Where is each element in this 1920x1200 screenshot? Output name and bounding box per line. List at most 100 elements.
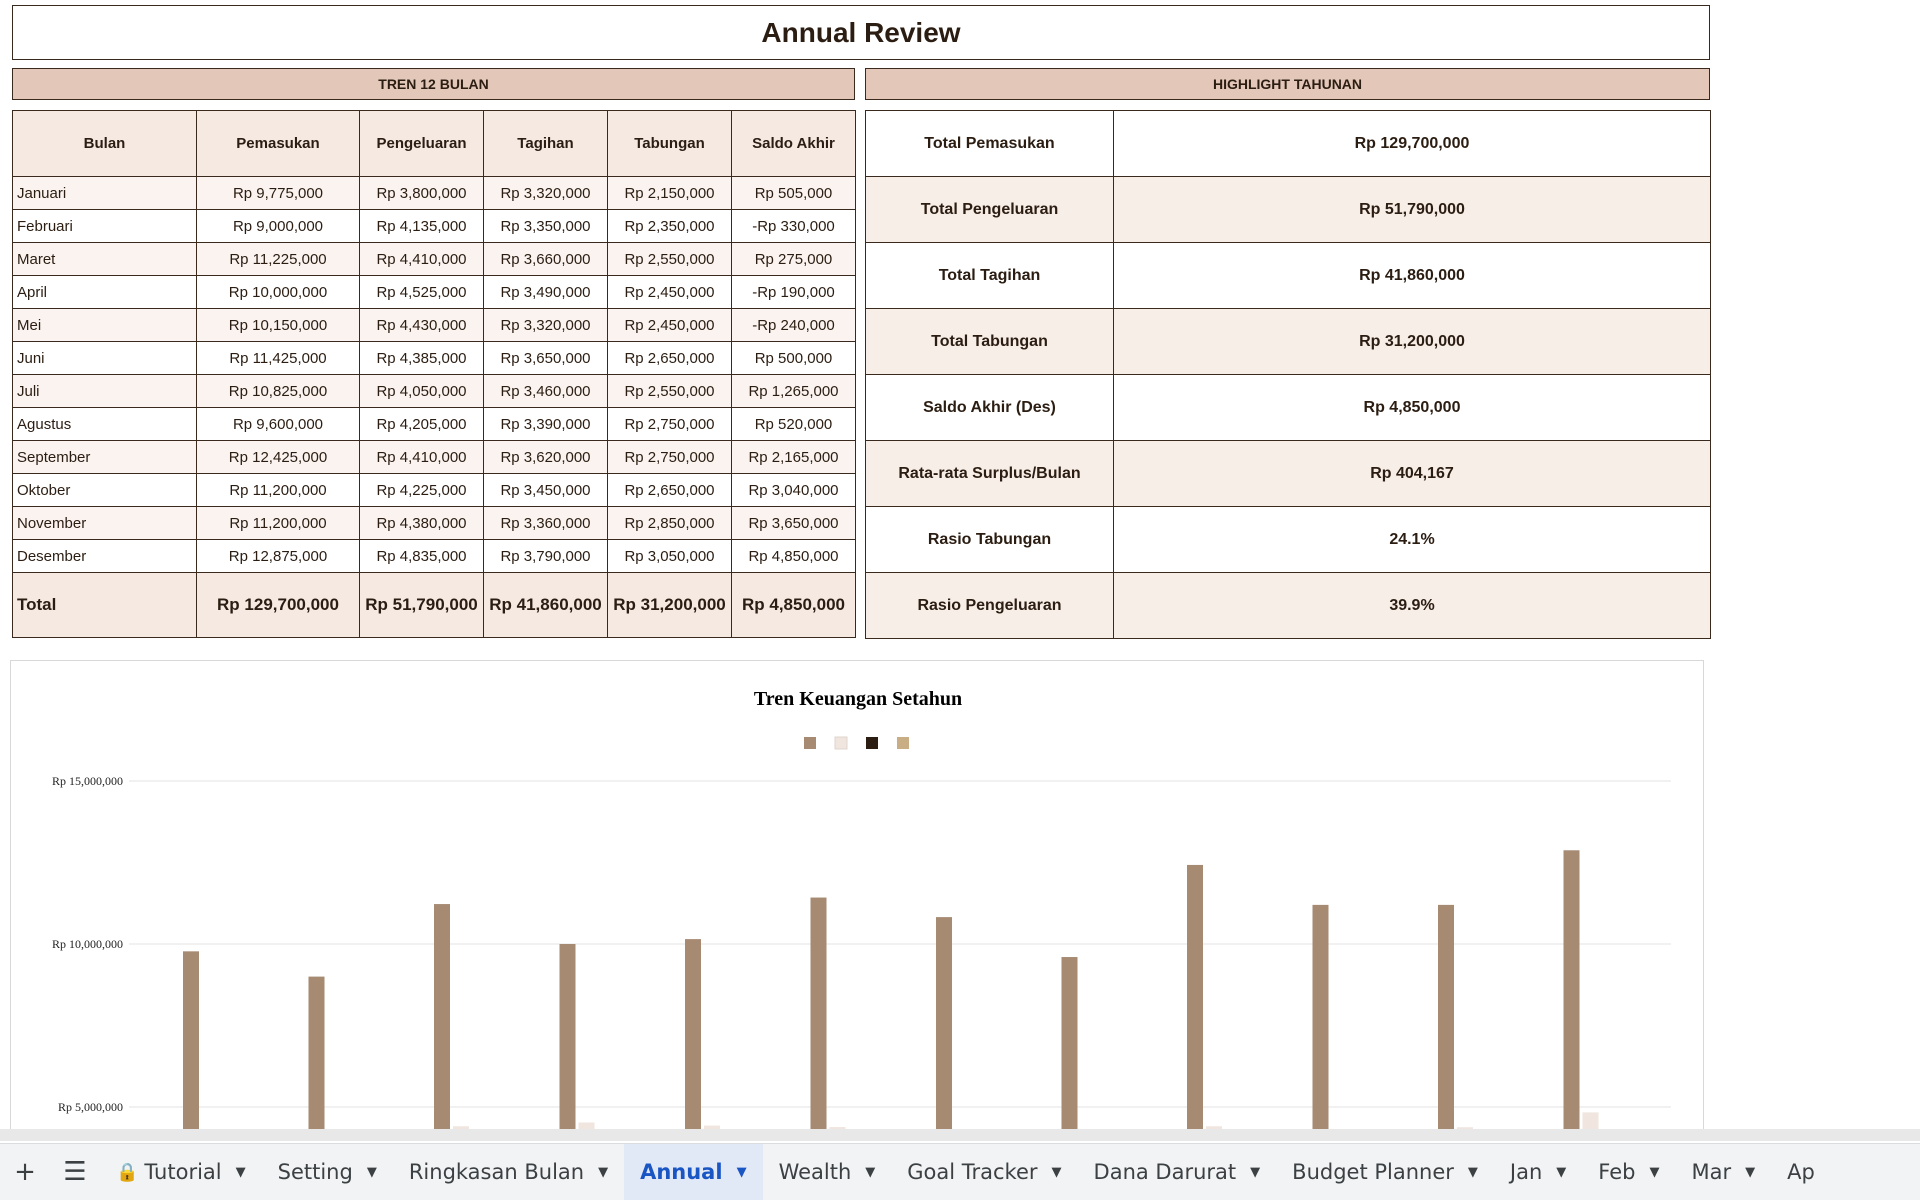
- bar-september-s0[interactable]: [1187, 864, 1203, 1130]
- chevron-down-icon[interactable]: ▼: [1556, 1164, 1567, 1180]
- highlight-value[interactable]: Rp 51,790,000: [1113, 176, 1711, 243]
- table-cell[interactable]: Rp 12,875,000: [196, 539, 360, 573]
- table-cell[interactable]: Rp 4,410,000: [359, 440, 484, 474]
- table-cell[interactable]: -Rp 330,000: [731, 209, 856, 243]
- table-cell[interactable]: Rp 2,350,000: [607, 209, 732, 243]
- table-cell[interactable]: Rp 11,200,000: [196, 506, 360, 540]
- bar-april-s1[interactable]: [578, 1122, 595, 1130]
- chevron-down-icon[interactable]: ▼: [865, 1164, 876, 1180]
- col-header[interactable]: Saldo Akhir: [731, 110, 856, 177]
- table-cell[interactable]: Rp 12,425,000: [196, 440, 360, 474]
- table-cell[interactable]: Rp 11,200,000: [196, 473, 360, 507]
- table-cell[interactable]: -Rp 190,000: [731, 275, 856, 309]
- table-cell[interactable]: Rp 11,425,000: [196, 341, 360, 375]
- table-cell[interactable]: Rp 4,410,000: [359, 242, 484, 276]
- bar-mei-s0[interactable]: [685, 939, 701, 1130]
- table-cell[interactable]: Rp 2,450,000: [607, 275, 732, 309]
- total-cell[interactable]: Total: [12, 572, 197, 638]
- total-cell[interactable]: Rp 51,790,000: [359, 572, 484, 638]
- table-cell[interactable]: Rp 3,650,000: [731, 506, 856, 540]
- bar-mei-s1[interactable]: [704, 1125, 720, 1130]
- tab-annual[interactable]: Annual ▼: [624, 1144, 763, 1200]
- table-cell[interactable]: Rp 2,750,000: [607, 407, 732, 441]
- table-cell[interactable]: Rp 9,600,000: [196, 407, 360, 441]
- tab-wealth[interactable]: Wealth ▼: [763, 1144, 892, 1200]
- bar-juni-s1[interactable]: [829, 1127, 846, 1130]
- table-cell[interactable]: Rp 4,385,000: [359, 341, 484, 375]
- table-cell[interactable]: Januari: [12, 176, 197, 210]
- table-cell[interactable]: Rp 10,150,000: [196, 308, 360, 342]
- highlight-label[interactable]: Total Tagihan: [865, 242, 1114, 309]
- tab-budget-planner[interactable]: Budget Planner ▼: [1276, 1144, 1494, 1200]
- table-cell[interactable]: Rp 4,835,000: [359, 539, 484, 573]
- table-cell[interactable]: Rp 505,000: [731, 176, 856, 210]
- highlight-value[interactable]: 24.1%: [1113, 506, 1711, 573]
- table-cell[interactable]: Rp 4,205,000: [359, 407, 484, 441]
- bar-juni-s0[interactable]: [810, 897, 827, 1130]
- table-cell[interactable]: Rp 2,750,000: [607, 440, 732, 474]
- col-header[interactable]: Tagihan: [483, 110, 608, 177]
- bar-agustus-s0[interactable]: [1061, 957, 1078, 1130]
- table-cell[interactable]: Rp 520,000: [731, 407, 856, 441]
- table-cell[interactable]: Rp 3,790,000: [483, 539, 608, 573]
- col-header[interactable]: Pemasukan: [196, 110, 360, 177]
- table-cell[interactable]: Rp 3,650,000: [483, 341, 608, 375]
- highlight-value[interactable]: Rp 129,700,000: [1113, 110, 1711, 177]
- table-cell[interactable]: Februari: [12, 209, 197, 243]
- total-cell[interactable]: Rp 41,860,000: [483, 572, 608, 638]
- bar-april-s0[interactable]: [559, 944, 576, 1130]
- table-cell[interactable]: Rp 2,165,000: [731, 440, 856, 474]
- bar-september-s1[interactable]: [1206, 1126, 1222, 1130]
- table-cell[interactable]: Rp 500,000: [731, 341, 856, 375]
- table-cell[interactable]: Rp 1,265,000: [731, 374, 856, 408]
- table-cell[interactable]: Rp 10,000,000: [196, 275, 360, 309]
- table-cell[interactable]: November: [12, 506, 197, 540]
- table-cell[interactable]: Juli: [12, 374, 197, 408]
- bar-maret-s0[interactable]: [434, 904, 450, 1130]
- col-header[interactable]: Tabungan: [607, 110, 732, 177]
- table-cell[interactable]: Rp 2,650,000: [607, 473, 732, 507]
- bar-februari-s0[interactable]: [308, 976, 325, 1130]
- table-cell[interactable]: Rp 3,460,000: [483, 374, 608, 408]
- table-cell[interactable]: Desember: [12, 539, 197, 573]
- table-cell[interactable]: Rp 3,320,000: [483, 176, 608, 210]
- bar-oktober-s0[interactable]: [1312, 904, 1329, 1130]
- table-cell[interactable]: Rp 2,150,000: [607, 176, 732, 210]
- table-cell[interactable]: Rp 3,800,000: [359, 176, 484, 210]
- tab-jan[interactable]: Jan ▼: [1494, 1144, 1582, 1200]
- table-cell[interactable]: Rp 9,775,000: [196, 176, 360, 210]
- legend-swatch[interactable]: [834, 736, 848, 750]
- table-cell[interactable]: Rp 275,000: [731, 242, 856, 276]
- total-cell[interactable]: Rp 129,700,000: [196, 572, 360, 638]
- total-cell[interactable]: Rp 31,200,000: [607, 572, 732, 638]
- table-cell[interactable]: Rp 4,050,000: [359, 374, 484, 408]
- table-cell[interactable]: Rp 3,450,000: [483, 473, 608, 507]
- table-cell[interactable]: Rp 9,000,000: [196, 209, 360, 243]
- table-cell[interactable]: Oktober: [12, 473, 197, 507]
- table-cell[interactable]: Rp 3,660,000: [483, 242, 608, 276]
- table-cell[interactable]: Maret: [12, 242, 197, 276]
- bar-januari-s0[interactable]: [183, 951, 199, 1130]
- table-cell[interactable]: Rp 4,380,000: [359, 506, 484, 540]
- tab-goal-tracker[interactable]: Goal Tracker ▼: [891, 1144, 1077, 1200]
- bar-desember-s1[interactable]: [1582, 1112, 1599, 1130]
- tab-ringkasan-bulan[interactable]: Ringkasan Bulan ▼: [393, 1144, 624, 1200]
- legend-swatch[interactable]: [804, 737, 816, 749]
- chevron-down-icon[interactable]: ▼: [1467, 1164, 1478, 1180]
- bar-juli-s0[interactable]: [936, 917, 952, 1130]
- legend-swatch[interactable]: [866, 737, 878, 749]
- table-cell[interactable]: Rp 3,050,000: [607, 539, 732, 573]
- bar-maret-s1[interactable]: [453, 1126, 469, 1130]
- menu-icon[interactable]: ☰: [63, 1157, 87, 1187]
- chevron-down-icon[interactable]: ▼: [366, 1164, 377, 1180]
- chevron-down-icon[interactable]: ▼: [1051, 1164, 1062, 1180]
- table-cell[interactable]: Rp 3,390,000: [483, 407, 608, 441]
- highlight-value[interactable]: Rp 404,167: [1113, 440, 1711, 507]
- table-cell[interactable]: Rp 4,525,000: [359, 275, 484, 309]
- highlight-label[interactable]: Rasio Tabungan: [865, 506, 1114, 573]
- table-cell[interactable]: Juni: [12, 341, 197, 375]
- chevron-down-icon[interactable]: ▼: [1649, 1164, 1660, 1180]
- table-cell[interactable]: Rp 10,825,000: [196, 374, 360, 408]
- table-cell[interactable]: Agustus: [12, 407, 197, 441]
- table-cell[interactable]: Rp 3,360,000: [483, 506, 608, 540]
